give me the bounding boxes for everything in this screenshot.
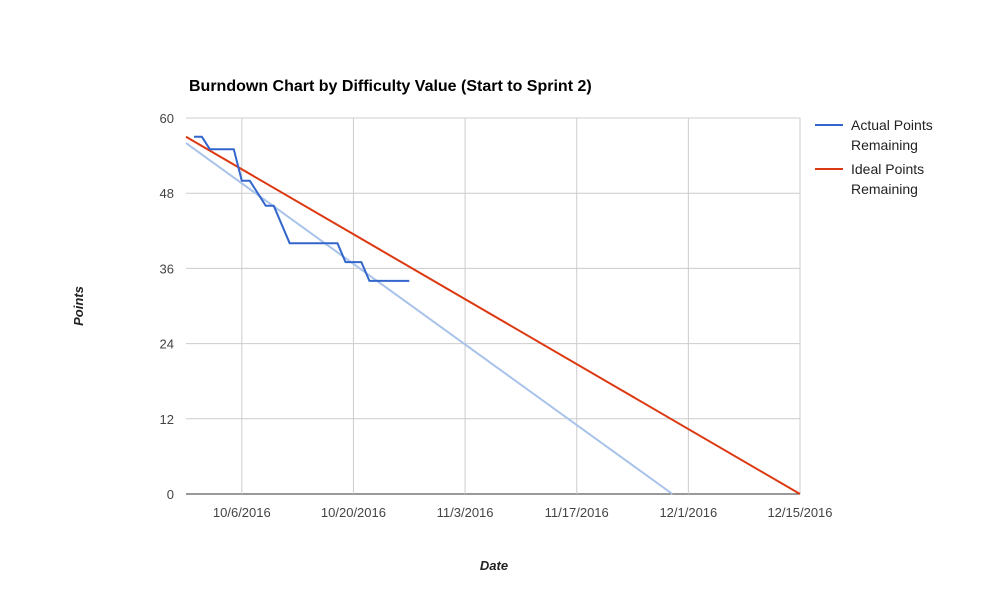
series-lines — [185, 135, 801, 495]
y-tick-label: 0 — [167, 487, 174, 502]
y-tick-label: 12 — [160, 412, 174, 427]
legend-label: Ideal Points Remaining — [851, 161, 924, 197]
y-tick-label: 60 — [160, 111, 174, 126]
x-tick-labels: 10/6/2016 10/20/2016 11/3/2016 11/17/2016 12… — [213, 505, 833, 520]
x-tick-label: 10/6/2016 — [213, 505, 271, 520]
y-tick-label: 36 — [160, 261, 174, 276]
x-tick-label: 12/1/2016 — [659, 505, 717, 520]
x-tick-label: 11/17/2016 — [545, 505, 609, 520]
legend-label: Actual Points Remaining — [851, 117, 933, 153]
x-axis-title: Date — [480, 558, 508, 573]
y-axis-title: Points — [71, 286, 86, 326]
x-tick-label: 11/3/2016 — [437, 505, 494, 520]
legend: Actual Points Remaining Ideal Points Remain… — [815, 117, 933, 197]
y-tick-labels: 0 12 24 36 48 60 — [160, 111, 174, 502]
x-tick-label: 10/20/2016 — [321, 505, 386, 520]
y-tick-label: 24 — [160, 337, 174, 352]
y-tick-label: 48 — [160, 186, 174, 201]
chart-title: Burndown Chart by Difficulty Value (Star… — [189, 78, 592, 95]
series-line-0 — [194, 135, 410, 282]
x-tick-label: 12/15/2016 — [767, 505, 832, 520]
series-line-1 — [185, 135, 801, 495]
trendline — [185, 142, 673, 495]
gridlines — [186, 117, 801, 495]
